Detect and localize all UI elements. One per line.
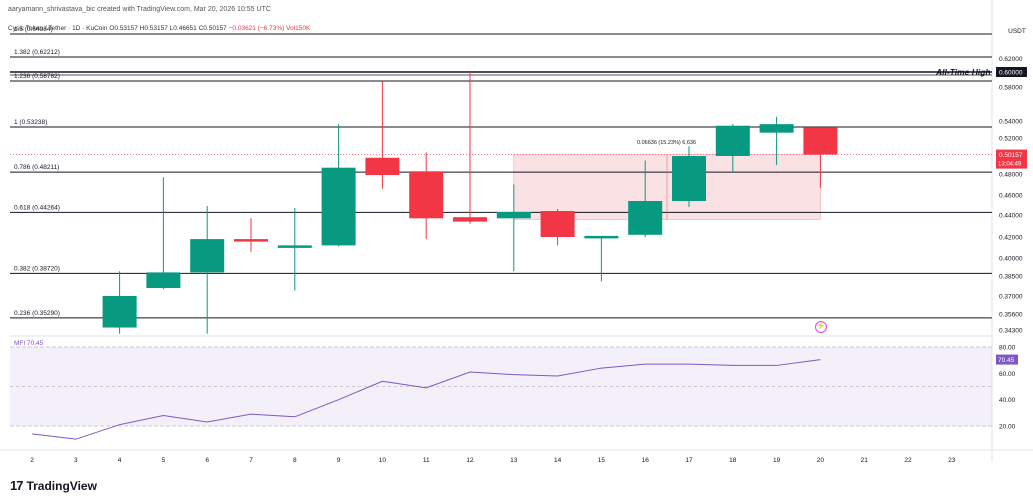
creator-line: aaryamann_shrivastava_bic created with T… (8, 6, 271, 13)
time-axis-tick: 22 (904, 457, 912, 464)
tradingview-branding: 17 TradingView (10, 478, 97, 493)
high-value: H0.53157 (139, 25, 168, 32)
time-axis-tick: 13 (510, 457, 518, 464)
ath-price-label: 0.60000 (999, 70, 1023, 77)
price-axis-tick: 0.37000 (999, 294, 1023, 301)
time-axis-tick: 23 (948, 457, 956, 464)
mfi-value: 70.45 (27, 340, 44, 347)
time-axis-tick: 14 (554, 457, 562, 464)
time-axis-tick: 20 (817, 457, 825, 464)
mfi-line (31, 359, 821, 440)
time-axis-tick: 6 (205, 457, 209, 464)
time-axis-tick: 9 (337, 457, 341, 464)
price-axis-tick: 0.35600 (999, 312, 1023, 319)
time-axis-tick: 10 (379, 457, 387, 464)
price-axis-tick: 0.48000 (999, 172, 1023, 179)
ath-text: All-Time High (936, 67, 991, 77)
candle-body (146, 272, 181, 288)
fib-level-label: 0.786 (0.48211) (14, 164, 59, 171)
candle-body (190, 239, 225, 273)
last-price-badge (996, 149, 1027, 169)
candle-body (234, 239, 268, 242)
mfi-value-badge (996, 354, 1018, 365)
fib-level-label: 0.618 (0.44264) (14, 204, 60, 211)
low-value: L0.46651 (169, 25, 197, 32)
fib-level-label: 1.5 (0.64984) (14, 26, 53, 33)
fib-level-label: 1.382 (0.62212) (14, 49, 60, 56)
time-axis-tick: 18 (729, 457, 737, 464)
lightning-icon[interactable]: ⚡ (815, 321, 827, 333)
open-value: O0.53157 (109, 25, 138, 32)
candle-body (584, 235, 619, 239)
footer-brand-text: TradingView (26, 478, 97, 493)
ohlc-header: Cysic Token / Tether · 1D · KuCoin O0.53… (8, 25, 310, 32)
candle-body (803, 127, 838, 155)
candle-body (277, 245, 312, 248)
measure-tool-text: 0.06636 (15.23%) 6,636 (637, 140, 697, 146)
close-value: C0.50157 (198, 25, 227, 32)
mfi-value-badge-text: 70.45 (998, 357, 1015, 364)
price-axis-tick: 0.34300 (999, 328, 1023, 335)
time-axis-tick: 21 (861, 457, 869, 464)
time-axis-tick: 15 (598, 457, 606, 464)
candle-body (321, 167, 356, 246)
price-axis-tick: 0.46000 (999, 193, 1023, 200)
mfi-indicator-label[interactable]: MFI 70.45 (14, 340, 43, 347)
candle-body (672, 156, 706, 201)
fib-level-label: 0.236 (0.35290) (14, 310, 60, 317)
time-axis-tick: 5 (162, 457, 166, 464)
time-axis-tick: 8 (293, 457, 297, 464)
symbol-label[interactable]: Cysic Token / Tether · 1D · KuCoin (8, 25, 108, 32)
time-axis-tick: 19 (773, 457, 781, 464)
candle-body (628, 201, 663, 235)
candle-body (759, 124, 794, 133)
mfi-axis-tick: 80.00 (999, 345, 1016, 352)
countdown-label: 13:04:49 (998, 162, 1022, 168)
time-axis-tick: 4 (118, 457, 122, 464)
time-axis-tick: 16 (642, 457, 650, 464)
candle-body (540, 211, 575, 237)
price-axis-tick: 0.62000 (999, 56, 1023, 63)
time-axis-tick: 7 (249, 457, 253, 464)
candle-body (102, 296, 137, 328)
time-axis-tick: 2 (30, 457, 34, 464)
price-axis-tick: 0.44000 (999, 213, 1023, 220)
price-axis-tick: 0.52000 (999, 136, 1023, 143)
volume-value: Vol150K (286, 25, 311, 32)
candle-body (496, 212, 531, 219)
mfi-name: MFI (14, 340, 26, 347)
candle-body (409, 171, 444, 219)
time-axis-tick: 12 (466, 457, 474, 464)
price-axis-tick: 0.38500 (999, 274, 1023, 281)
ath-price-badge (996, 67, 1027, 77)
price-axis-tick: 0.40000 (999, 256, 1023, 263)
price-axis-tick: 0.58000 (999, 85, 1023, 92)
fib-level-label: 0.382 (0.38720) (14, 265, 60, 272)
time-axis-tick: 17 (685, 457, 693, 464)
candle-body (453, 217, 487, 222)
last-price-label: 0.50157 (999, 152, 1023, 159)
price-axis-tick: 0.54000 (999, 119, 1023, 126)
time-axis-tick: 11 (423, 457, 430, 464)
mfi-axis-tick: 60.00 (999, 371, 1016, 378)
candle-body (365, 157, 400, 176)
mfi-axis-tick: 20.00 (999, 424, 1016, 431)
time-axis-tick: 3 (74, 457, 78, 464)
candle-body (715, 125, 750, 156)
change-value: −0.03621 (−6.73%) (228, 25, 285, 32)
fib-level-label: 1 (0.53238) (14, 119, 47, 126)
tradingview-logo-icon: 17 (10, 478, 24, 493)
mfi-axis-tick: 40.00 (999, 397, 1016, 404)
currency-label: USDT (1008, 28, 1026, 35)
fib-level-label: 1.236 (0.58782) (14, 73, 60, 80)
price-axis-tick: 0.42000 (999, 235, 1023, 242)
